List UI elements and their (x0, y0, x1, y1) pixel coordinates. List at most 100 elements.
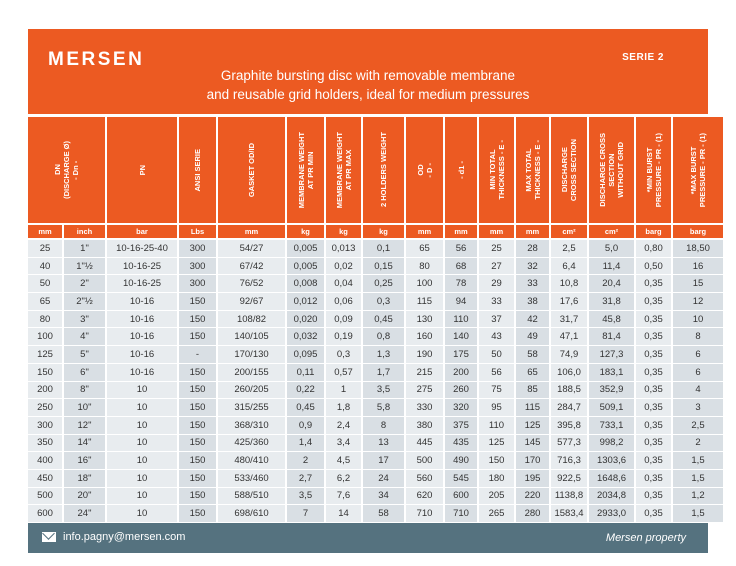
table-cell: 716,3 (551, 452, 587, 470)
table-cell: 13 (363, 434, 404, 453)
table-cell: 1303,6 (589, 452, 634, 470)
table-cell: 150 (179, 381, 216, 400)
table-cell: 0,35 (636, 275, 671, 294)
table-cell: 588/510 (218, 487, 285, 506)
table-cell: 2933,0 (589, 505, 634, 523)
header-row: DN (DISCHARGE Ø) - Dn - PN ANSI SERIE GA… (28, 114, 723, 225)
table-cell: 78 (445, 275, 477, 294)
unit-cell: Lbs (179, 225, 216, 240)
table-cell: 10-16-25 (107, 275, 177, 294)
unit-cell: mm (516, 225, 549, 240)
table-cell: 490 (445, 452, 477, 470)
table-cell: 2034,8 (589, 487, 634, 506)
table-cell: 1,2 (673, 487, 723, 506)
table-cell: 10 (107, 452, 177, 470)
table-cell: 698/610 (218, 505, 285, 523)
table-cell: 0,35 (636, 293, 671, 311)
table-cell: 6" (64, 363, 105, 382)
table-cell: 1648,6 (589, 469, 634, 488)
table-cell: 29 (479, 275, 514, 294)
table-cell: 200/155 (218, 363, 285, 382)
col-header-max-thickness: MAX TOTAL THICKNESS - E - (516, 114, 549, 225)
table-cell: 150 (179, 328, 216, 347)
table-cell: 280 (516, 505, 549, 523)
table-cell: 220 (516, 487, 549, 506)
table-cell: 1" (64, 240, 105, 258)
table-cell: 24" (64, 505, 105, 523)
table-cell: 1"½ (64, 257, 105, 276)
table-cell: 0,02 (326, 257, 361, 276)
table-cell: 265 (479, 505, 514, 523)
table-cell: 600 (445, 487, 477, 506)
footer-email[interactable]: info.pagny@mersen.com (42, 531, 185, 543)
table-cell: 175 (445, 346, 477, 364)
table-cell: 3" (64, 310, 105, 329)
table-cell: 480/410 (218, 452, 285, 470)
table-cell: 10 (107, 434, 177, 453)
table-cell: 1138,8 (551, 487, 587, 506)
table-cell: 710 (406, 505, 443, 523)
table-cell: 560 (406, 469, 443, 488)
table-cell: 6 (673, 363, 723, 382)
table-cell: 0,012 (287, 293, 324, 311)
table-cell: 85 (516, 381, 549, 400)
table-cell: 31,7 (551, 310, 587, 329)
table-cell: 16 (673, 257, 723, 276)
table-cell: 320 (445, 399, 477, 417)
table-cell: 100 (406, 275, 443, 294)
col-header-holders-weight: 2 HOLDERS WEIGHT (363, 114, 404, 225)
table-cell: 733,1 (589, 416, 634, 435)
unit-cell: kg (363, 225, 404, 240)
table-cell: 1,5 (673, 505, 723, 523)
table-cell: 50 (28, 275, 62, 294)
table-cell: 10-16-25 (107, 257, 177, 276)
table-row: 300 12" 10 150 368/310 0,9 2,4 8 380 375 110 125 395… (28, 416, 723, 435)
table-cell: 6,4 (551, 257, 587, 276)
unit-cell: kg (326, 225, 361, 240)
table-cell: 45,8 (589, 310, 634, 329)
table-cell: 0,06 (326, 293, 361, 311)
table-cell: 0,3 (326, 346, 361, 364)
table-cell: 1,8 (326, 399, 361, 417)
table-cell: 0,3 (363, 293, 404, 311)
table-cell: 1 (326, 381, 361, 400)
table-cell: 58 (516, 346, 549, 364)
table-cell: 32 (516, 257, 549, 276)
table-cell: 10-16 (107, 363, 177, 382)
datasheet: MERSEN SERIE 2 Graphite bursting disc wi… (28, 29, 723, 553)
email-text[interactable]: info.pagny@mersen.com (63, 531, 186, 543)
table-row: 350 14" 10 150 425/360 1,4 3,4 13 445 435 125 145 57… (28, 434, 723, 453)
header-banner: MERSEN SERIE 2 Graphite bursting disc wi… (28, 29, 708, 114)
col-header-d1: - d1 - (445, 114, 477, 225)
table-cell: 170 (516, 452, 549, 470)
table-cell: 150 (28, 363, 62, 382)
table-cell: 5" (64, 346, 105, 364)
table-cell: 435 (445, 434, 477, 453)
table-cell: 500 (406, 452, 443, 470)
mersen-logo: MERSEN (48, 49, 145, 70)
table-cell: 58 (363, 505, 404, 523)
table-cell: 0,032 (287, 328, 324, 347)
table-cell: 150 (179, 469, 216, 488)
table-cell: 15 (673, 275, 723, 294)
unit-cell: mm (218, 225, 285, 240)
table-cell: 450 (28, 469, 62, 488)
table-cell: 33 (479, 293, 514, 311)
table-cell: 0,25 (363, 275, 404, 294)
table-cell: 1,7 (363, 363, 404, 382)
table-cell: 0,22 (287, 381, 324, 400)
table-cell: 1,5 (673, 452, 723, 470)
title-line-1: Graphite bursting disc with removable me… (220, 68, 516, 83)
table-cell: 0,50 (636, 257, 671, 276)
table-cell: 2"½ (64, 293, 105, 311)
table-cell: 200 (445, 363, 477, 382)
table-cell: 188,5 (551, 381, 587, 400)
table-cell: 10-16-25-40 (107, 240, 177, 258)
unit-cell: mm (28, 225, 62, 240)
table-cell: 10-16 (107, 293, 177, 311)
table-cell: 10" (64, 399, 105, 417)
footer-bar: info.pagny@mersen.com Mersen property (28, 523, 708, 553)
units-row: mm inch bar Lbs mm kg kg kg mm mm mm mm … (28, 225, 723, 240)
table-cell: 284,7 (551, 399, 587, 417)
table-row: 125 5" 10-16-170/130 0,095 0,3 1,3 190 175 50 58 7… (28, 346, 723, 364)
